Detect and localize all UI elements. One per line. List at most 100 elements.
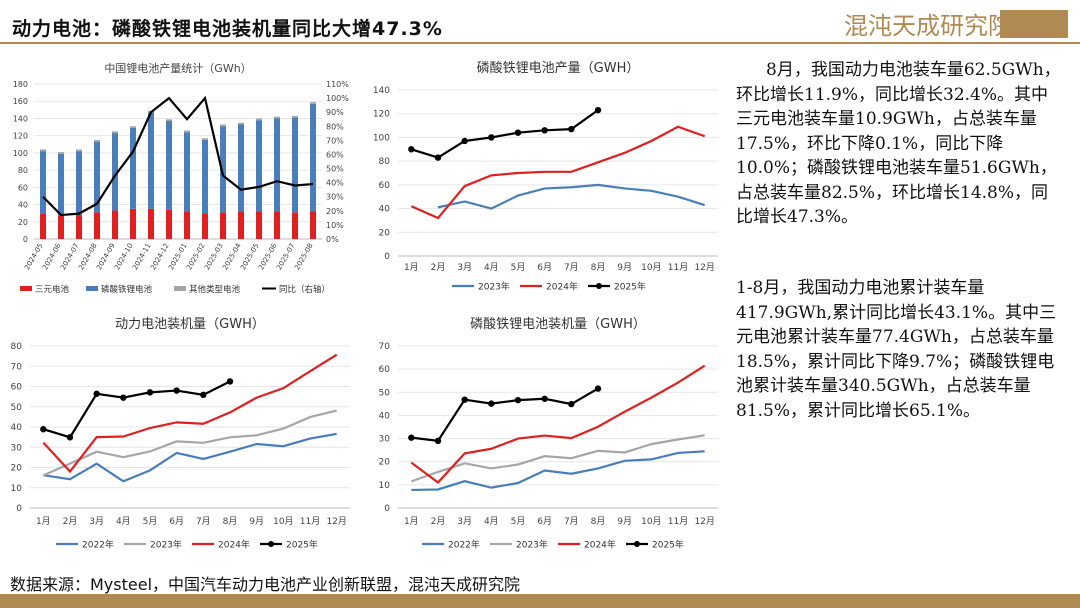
x-tick-label: 4月 <box>116 516 131 527</box>
y2-tick-label: 110% <box>326 80 349 89</box>
y-tick-label: 140 <box>13 114 28 123</box>
bar-其他类型电池 <box>58 152 64 154</box>
bar-其他类型电池 <box>292 115 298 118</box>
y-tick-label: 0 <box>384 252 390 262</box>
bar-其他类型电池 <box>256 118 262 121</box>
x-tick-label: 11月 <box>668 516 688 527</box>
chart-title: 中国锂电池产量统计（GWh） <box>104 61 251 75</box>
legend-swatch <box>86 286 98 291</box>
bar-其他类型电池 <box>40 149 46 152</box>
legend-label: 同比（右轴） <box>279 284 330 295</box>
x-tick-label: 2月 <box>431 516 446 527</box>
bar-磷酸铁锂电池 <box>184 132 190 212</box>
bar-磷酸铁锂电池 <box>202 139 208 214</box>
legend-label: 2022年 <box>448 539 480 551</box>
data-point-2025 <box>173 387 180 394</box>
chart-lithium-production: 中国锂电池产量统计（GWh） 0 20 40 60 80 100 120 140 160 180 0%… <box>0 52 362 304</box>
y-tick-label: 120 <box>13 132 28 141</box>
data-point-2025 <box>541 127 548 134</box>
legend-label: 2024年 <box>584 539 616 551</box>
bar-三元电池 <box>58 215 64 239</box>
x-tick-label: 8月 <box>591 262 606 273</box>
source-note: 数据来源：Mysteel，中国汽车动力电池产业创新联盟，混沌天成研究院 <box>10 575 521 594</box>
legend-label: 2023年 <box>478 281 510 293</box>
x-tick-label: 2月 <box>63 516 78 527</box>
series-line-2023年 <box>42 409 337 477</box>
series-line-2022年 <box>411 450 705 492</box>
data-point-2025 <box>514 396 522 404</box>
chart-lfp-production: 磷酸铁锂电池产量（GWH） 0 20 40 60 80 100 120 140 1月 2月 3月 4月 5… <box>362 52 724 304</box>
y-tick-label: 20 <box>379 458 391 468</box>
x-tick-label: 1月 <box>404 262 419 273</box>
data-point-2025 <box>541 395 548 402</box>
legend-label: 2025年 <box>286 539 318 551</box>
x-tick-label: 2月 <box>431 262 446 273</box>
data-point-2025 <box>461 396 468 403</box>
y2-tick-label: 80% <box>326 122 344 131</box>
x-tick-label: 5月 <box>143 516 158 527</box>
bar-其他类型电池 <box>310 102 316 104</box>
data-point-2025 <box>434 437 442 445</box>
y-tick-label: 30 <box>379 435 391 445</box>
bar-磷酸铁锂电池 <box>58 153 64 216</box>
bar-三元电池 <box>202 213 208 239</box>
y-tick-label: 40 <box>18 201 28 210</box>
y-tick-label: 20 <box>11 464 23 474</box>
chart-title: 动力电池装机量（GWH） <box>115 317 265 332</box>
x-tick-label: 3月 <box>89 516 104 527</box>
x-tick-label: 9月 <box>249 516 264 527</box>
brand-logo: 混沌天成研究院 <box>832 6 1072 42</box>
y2-tick-label: 0% <box>326 235 339 244</box>
y-tick-label: 80 <box>11 342 23 352</box>
data-point-2025 <box>568 400 575 408</box>
x-tick-label: 3月 <box>457 262 472 273</box>
paragraph-august: 8月，我国动力电池装车量62.5GWh，环比增长11.9%，同比增长32.4%。… <box>736 60 1061 227</box>
bar-其他类型电池 <box>112 131 118 134</box>
x-tick-label: 1月 <box>404 516 419 527</box>
legend-label: 磷酸铁锂电池 <box>101 284 153 295</box>
y-tick-label: 40 <box>11 423 23 433</box>
legend-label: 2024年 <box>546 281 578 293</box>
bar-磷酸铁锂电池 <box>76 151 82 215</box>
legend-label: 三元电池 <box>35 284 70 295</box>
bar-其他类型电池 <box>184 130 190 133</box>
bar-三元电池 <box>166 209 172 239</box>
bar-三元电池 <box>40 214 46 239</box>
x-tick-label: 7月 <box>196 516 211 527</box>
bar-磷酸铁锂电池 <box>40 151 46 215</box>
bar-磷酸铁锂电池 <box>238 124 244 212</box>
legend-label: 2024年 <box>218 539 250 551</box>
x-tick-label: 12月 <box>694 516 714 527</box>
logo-seal <box>1000 10 1068 38</box>
bar-其他类型电池 <box>166 119 172 122</box>
data-point-2025 <box>120 394 127 401</box>
bar-三元电池 <box>148 208 154 239</box>
y-tick-label: 140 <box>373 86 390 96</box>
y-tick-label: 0 <box>16 504 22 514</box>
legend-label: 其他类型电池 <box>189 284 241 295</box>
y-tick-label: 20 <box>18 218 28 227</box>
bar-三元电池 <box>292 212 298 239</box>
chart-lfp-installed: 磷酸铁锂电池装机量（GWH） 0 10 20 30 40 50 60 70 1月 2月 3月 4月 5月 6… <box>362 308 724 566</box>
x-tick-label: 8月 <box>223 516 238 527</box>
y-tick-label: 40 <box>379 205 391 215</box>
chart-title: 磷酸铁锂电池装机量（GWH） <box>470 317 646 332</box>
y-tick-label: 100 <box>373 133 390 143</box>
bar-三元电池 <box>94 212 100 239</box>
data-point-2025 <box>594 385 602 392</box>
y-tick-label: 100 <box>13 149 28 158</box>
footer-band <box>0 594 1080 608</box>
bar-磷酸铁锂电池 <box>256 120 262 212</box>
series-line-2025年 <box>411 109 599 159</box>
y2-tick-label: 60% <box>326 150 344 159</box>
series-line-2024年 <box>410 125 706 220</box>
y2-tick-label: 20% <box>326 207 344 216</box>
x-tick-label: 4月 <box>484 516 499 527</box>
legend-label: 2025年 <box>652 539 684 551</box>
bar-磷酸铁锂电池 <box>130 127 136 209</box>
x-tick-label: 3月 <box>457 516 472 527</box>
data-point-2025 <box>408 434 415 441</box>
data-point-2025 <box>40 426 47 433</box>
y-tick-label: 40 <box>379 411 391 421</box>
x-tick-label: 4月 <box>484 262 499 273</box>
